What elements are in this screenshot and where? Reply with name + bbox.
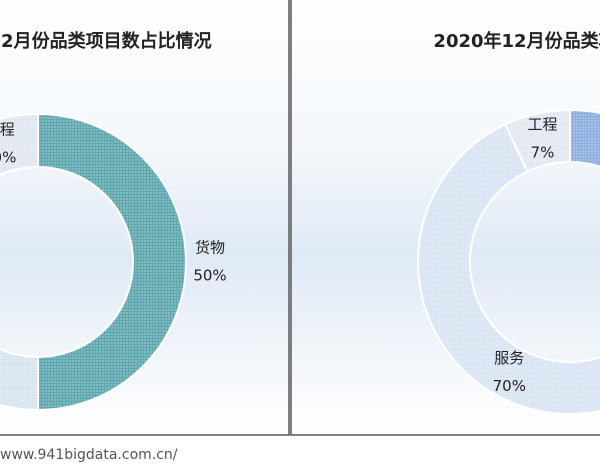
slice-value: 7% [531,144,555,162]
chart-title: 2020年12月份品类项目数占比情况 [0,30,212,52]
source: www.941bigdata.com.cn/ [0,447,178,463]
slice-name: 货物 [195,239,225,257]
slice-name: 工程 [528,116,558,134]
slice-name: 工程 [0,121,15,139]
slice-name: 服务 [494,349,524,367]
chart-title: 2020年12月份品类项目 [433,30,600,52]
slice-value: 10% [0,149,16,167]
slice-value: 70% [493,377,526,395]
slice-value: 50% [193,267,226,285]
